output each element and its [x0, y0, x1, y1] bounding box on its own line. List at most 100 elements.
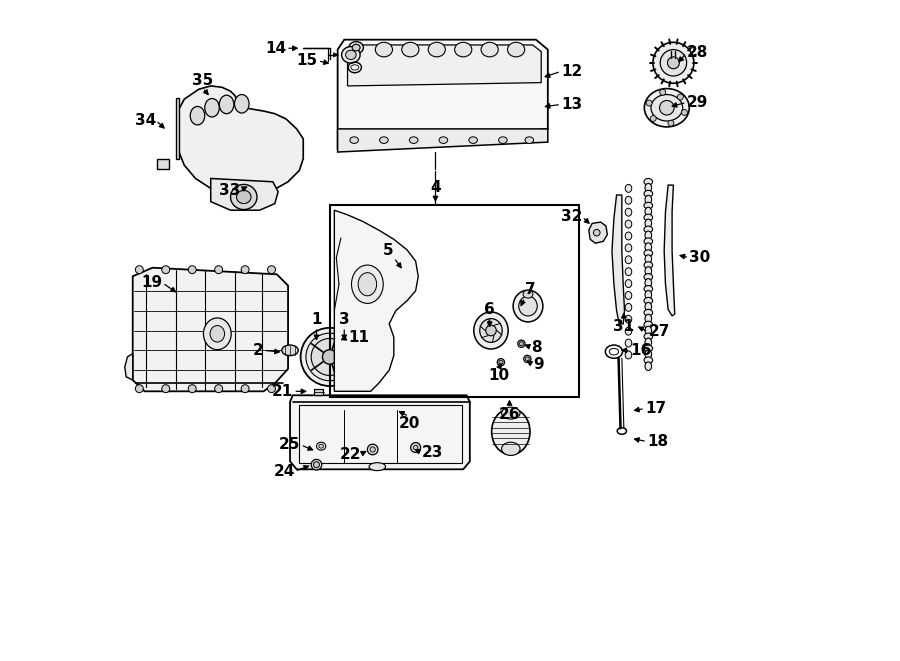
- Polygon shape: [334, 210, 418, 391]
- Polygon shape: [589, 222, 608, 243]
- Text: 18: 18: [647, 434, 668, 449]
- Text: 5: 5: [383, 243, 394, 258]
- Polygon shape: [211, 178, 278, 210]
- Ellipse shape: [646, 100, 652, 106]
- Ellipse shape: [644, 345, 652, 352]
- Text: 4: 4: [430, 180, 441, 195]
- Text: 9: 9: [534, 358, 544, 372]
- Ellipse shape: [681, 110, 688, 116]
- Ellipse shape: [678, 94, 683, 100]
- Ellipse shape: [454, 42, 472, 57]
- Ellipse shape: [210, 326, 225, 342]
- Text: 26: 26: [499, 407, 520, 422]
- Polygon shape: [338, 129, 548, 152]
- Ellipse shape: [469, 137, 477, 143]
- Ellipse shape: [301, 328, 359, 386]
- Text: 20: 20: [399, 416, 419, 432]
- Ellipse shape: [135, 266, 143, 274]
- Ellipse shape: [644, 190, 652, 197]
- Polygon shape: [290, 395, 470, 469]
- Ellipse shape: [644, 238, 652, 245]
- Ellipse shape: [215, 266, 222, 274]
- Ellipse shape: [508, 42, 525, 57]
- Ellipse shape: [358, 272, 376, 296]
- Ellipse shape: [626, 315, 632, 323]
- Ellipse shape: [413, 446, 418, 449]
- Ellipse shape: [626, 196, 632, 204]
- Ellipse shape: [644, 89, 689, 127]
- Ellipse shape: [593, 229, 600, 236]
- Ellipse shape: [645, 183, 652, 192]
- Ellipse shape: [519, 342, 524, 346]
- Text: 2: 2: [253, 343, 264, 358]
- Ellipse shape: [626, 292, 632, 299]
- Text: 31: 31: [613, 319, 634, 334]
- Ellipse shape: [668, 120, 674, 126]
- Ellipse shape: [645, 243, 652, 252]
- Ellipse shape: [410, 443, 420, 453]
- Ellipse shape: [306, 333, 354, 381]
- Ellipse shape: [644, 202, 652, 209]
- Text: 15: 15: [297, 54, 318, 68]
- Ellipse shape: [523, 290, 533, 298]
- Polygon shape: [347, 45, 541, 86]
- Ellipse shape: [501, 442, 520, 455]
- Polygon shape: [338, 40, 548, 149]
- Text: 25: 25: [279, 438, 301, 452]
- Text: 34: 34: [135, 113, 156, 128]
- Ellipse shape: [370, 447, 375, 452]
- Ellipse shape: [190, 106, 205, 125]
- Ellipse shape: [526, 357, 529, 361]
- Text: 19: 19: [141, 276, 163, 290]
- Ellipse shape: [499, 360, 503, 364]
- Ellipse shape: [518, 296, 537, 316]
- Ellipse shape: [645, 255, 652, 264]
- Ellipse shape: [410, 137, 418, 143]
- Polygon shape: [176, 98, 179, 159]
- Text: 22: 22: [339, 447, 361, 461]
- Polygon shape: [157, 159, 169, 169]
- Ellipse shape: [203, 318, 231, 350]
- Ellipse shape: [135, 385, 143, 393]
- Ellipse shape: [215, 385, 222, 393]
- Ellipse shape: [645, 219, 652, 227]
- Text: 24: 24: [274, 464, 294, 479]
- Polygon shape: [132, 268, 288, 391]
- Ellipse shape: [220, 95, 234, 114]
- Text: 6: 6: [484, 302, 495, 317]
- Ellipse shape: [626, 280, 632, 288]
- Text: 3: 3: [339, 312, 349, 327]
- Text: 14: 14: [265, 41, 286, 56]
- Ellipse shape: [626, 256, 632, 264]
- Ellipse shape: [267, 385, 275, 393]
- Ellipse shape: [350, 137, 358, 143]
- Ellipse shape: [645, 291, 652, 299]
- Text: 32: 32: [561, 210, 582, 224]
- Text: 12: 12: [561, 64, 582, 79]
- Ellipse shape: [205, 98, 220, 117]
- Ellipse shape: [661, 50, 687, 76]
- Ellipse shape: [352, 265, 383, 303]
- Ellipse shape: [367, 444, 378, 455]
- Ellipse shape: [644, 357, 652, 364]
- Ellipse shape: [644, 333, 652, 340]
- Ellipse shape: [499, 137, 508, 143]
- Ellipse shape: [644, 178, 652, 185]
- Text: 21: 21: [272, 384, 293, 399]
- Text: 33: 33: [219, 183, 239, 198]
- Ellipse shape: [645, 362, 652, 371]
- Ellipse shape: [644, 321, 652, 328]
- Ellipse shape: [524, 356, 531, 362]
- Ellipse shape: [311, 338, 348, 375]
- Text: 13: 13: [561, 97, 582, 112]
- Ellipse shape: [380, 137, 388, 143]
- Ellipse shape: [501, 407, 520, 419]
- Ellipse shape: [313, 461, 320, 468]
- Ellipse shape: [645, 279, 652, 288]
- Ellipse shape: [644, 286, 652, 292]
- Ellipse shape: [486, 325, 496, 336]
- Text: 28: 28: [687, 46, 708, 60]
- Text: 23: 23: [422, 446, 444, 460]
- Ellipse shape: [188, 385, 196, 393]
- Text: 16: 16: [631, 343, 652, 358]
